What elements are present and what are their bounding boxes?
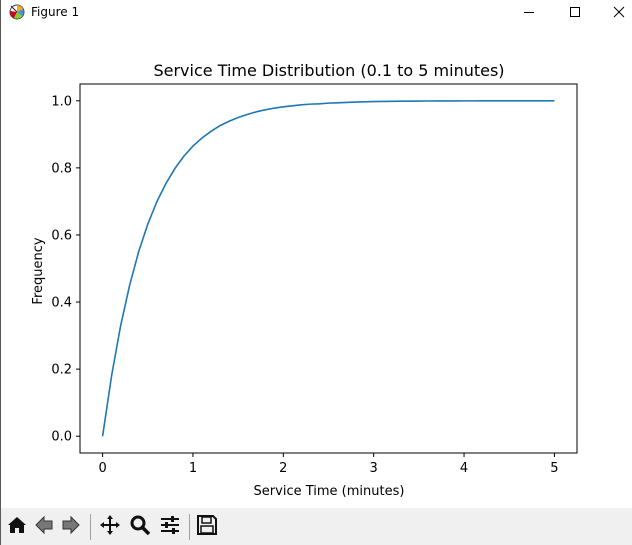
home-icon bbox=[6, 514, 28, 540]
x-tick-label: 0 bbox=[98, 461, 106, 476]
close-button[interactable] bbox=[596, 0, 632, 24]
forward-arrow-icon bbox=[60, 514, 82, 540]
series-line bbox=[101, 99, 555, 437]
x-tick-label: 3 bbox=[370, 461, 378, 476]
figure-canvas[interactable]: Service Time Distribution (0.1 to 5 minu… bbox=[1, 24, 632, 508]
pan-button[interactable] bbox=[98, 515, 122, 539]
save-icon bbox=[196, 514, 218, 540]
axes-frame bbox=[79, 83, 578, 454]
save-button[interactable] bbox=[195, 515, 219, 539]
zoom-button[interactable] bbox=[128, 515, 152, 539]
home-button[interactable] bbox=[5, 515, 29, 539]
chart-title: Service Time Distribution (0.1 to 5 minu… bbox=[153, 61, 504, 80]
y-tick-label: 0.2 bbox=[51, 363, 72, 378]
y-tick-label: 1.0 bbox=[51, 94, 72, 109]
y-axis-label: Frequency bbox=[31, 237, 46, 304]
y-tick-label: 0.4 bbox=[51, 296, 72, 311]
x-tick-label: 1 bbox=[189, 461, 197, 476]
plot-area bbox=[79, 83, 578, 454]
close-icon bbox=[613, 3, 625, 22]
window-title: Figure 1 bbox=[31, 5, 80, 19]
pan-icon bbox=[99, 514, 121, 540]
toolbar-separator bbox=[90, 514, 91, 540]
x-tick-label: 2 bbox=[279, 461, 287, 476]
window-border bbox=[0, 0, 1, 545]
forward-button[interactable] bbox=[59, 515, 83, 539]
back-arrow-icon bbox=[33, 514, 55, 540]
navigation-toolbar bbox=[1, 508, 632, 545]
x-tick-label: 4 bbox=[460, 461, 468, 476]
configure-subplots-button[interactable] bbox=[158, 515, 182, 539]
line-chart: Service Time Distribution (0.1 to 5 minu… bbox=[31, 61, 578, 499]
toolbar-separator bbox=[189, 514, 190, 540]
y-tick-label: 0.8 bbox=[51, 161, 72, 176]
matplotlib-icon bbox=[8, 3, 26, 21]
configure-subplots-icon bbox=[159, 514, 181, 540]
minimize-icon bbox=[523, 3, 535, 22]
back-button[interactable] bbox=[32, 515, 56, 539]
y-tick-label: 0.0 bbox=[51, 430, 72, 445]
x-axis-label: Service Time (minutes) bbox=[254, 484, 405, 499]
maximize-icon bbox=[569, 3, 581, 22]
maximize-button[interactable] bbox=[552, 0, 598, 24]
zoom-icon bbox=[129, 514, 151, 540]
x-axis: 0 1 2 3 4 5 bbox=[98, 453, 559, 476]
y-axis: 0.0 0.2 0.4 0.6 0.8 1.0 bbox=[51, 94, 80, 445]
minimize-button[interactable] bbox=[506, 0, 552, 24]
title-bar[interactable]: Figure 1 bbox=[1, 0, 632, 24]
y-tick-label: 0.6 bbox=[51, 228, 72, 243]
x-tick-label: 5 bbox=[550, 461, 558, 476]
